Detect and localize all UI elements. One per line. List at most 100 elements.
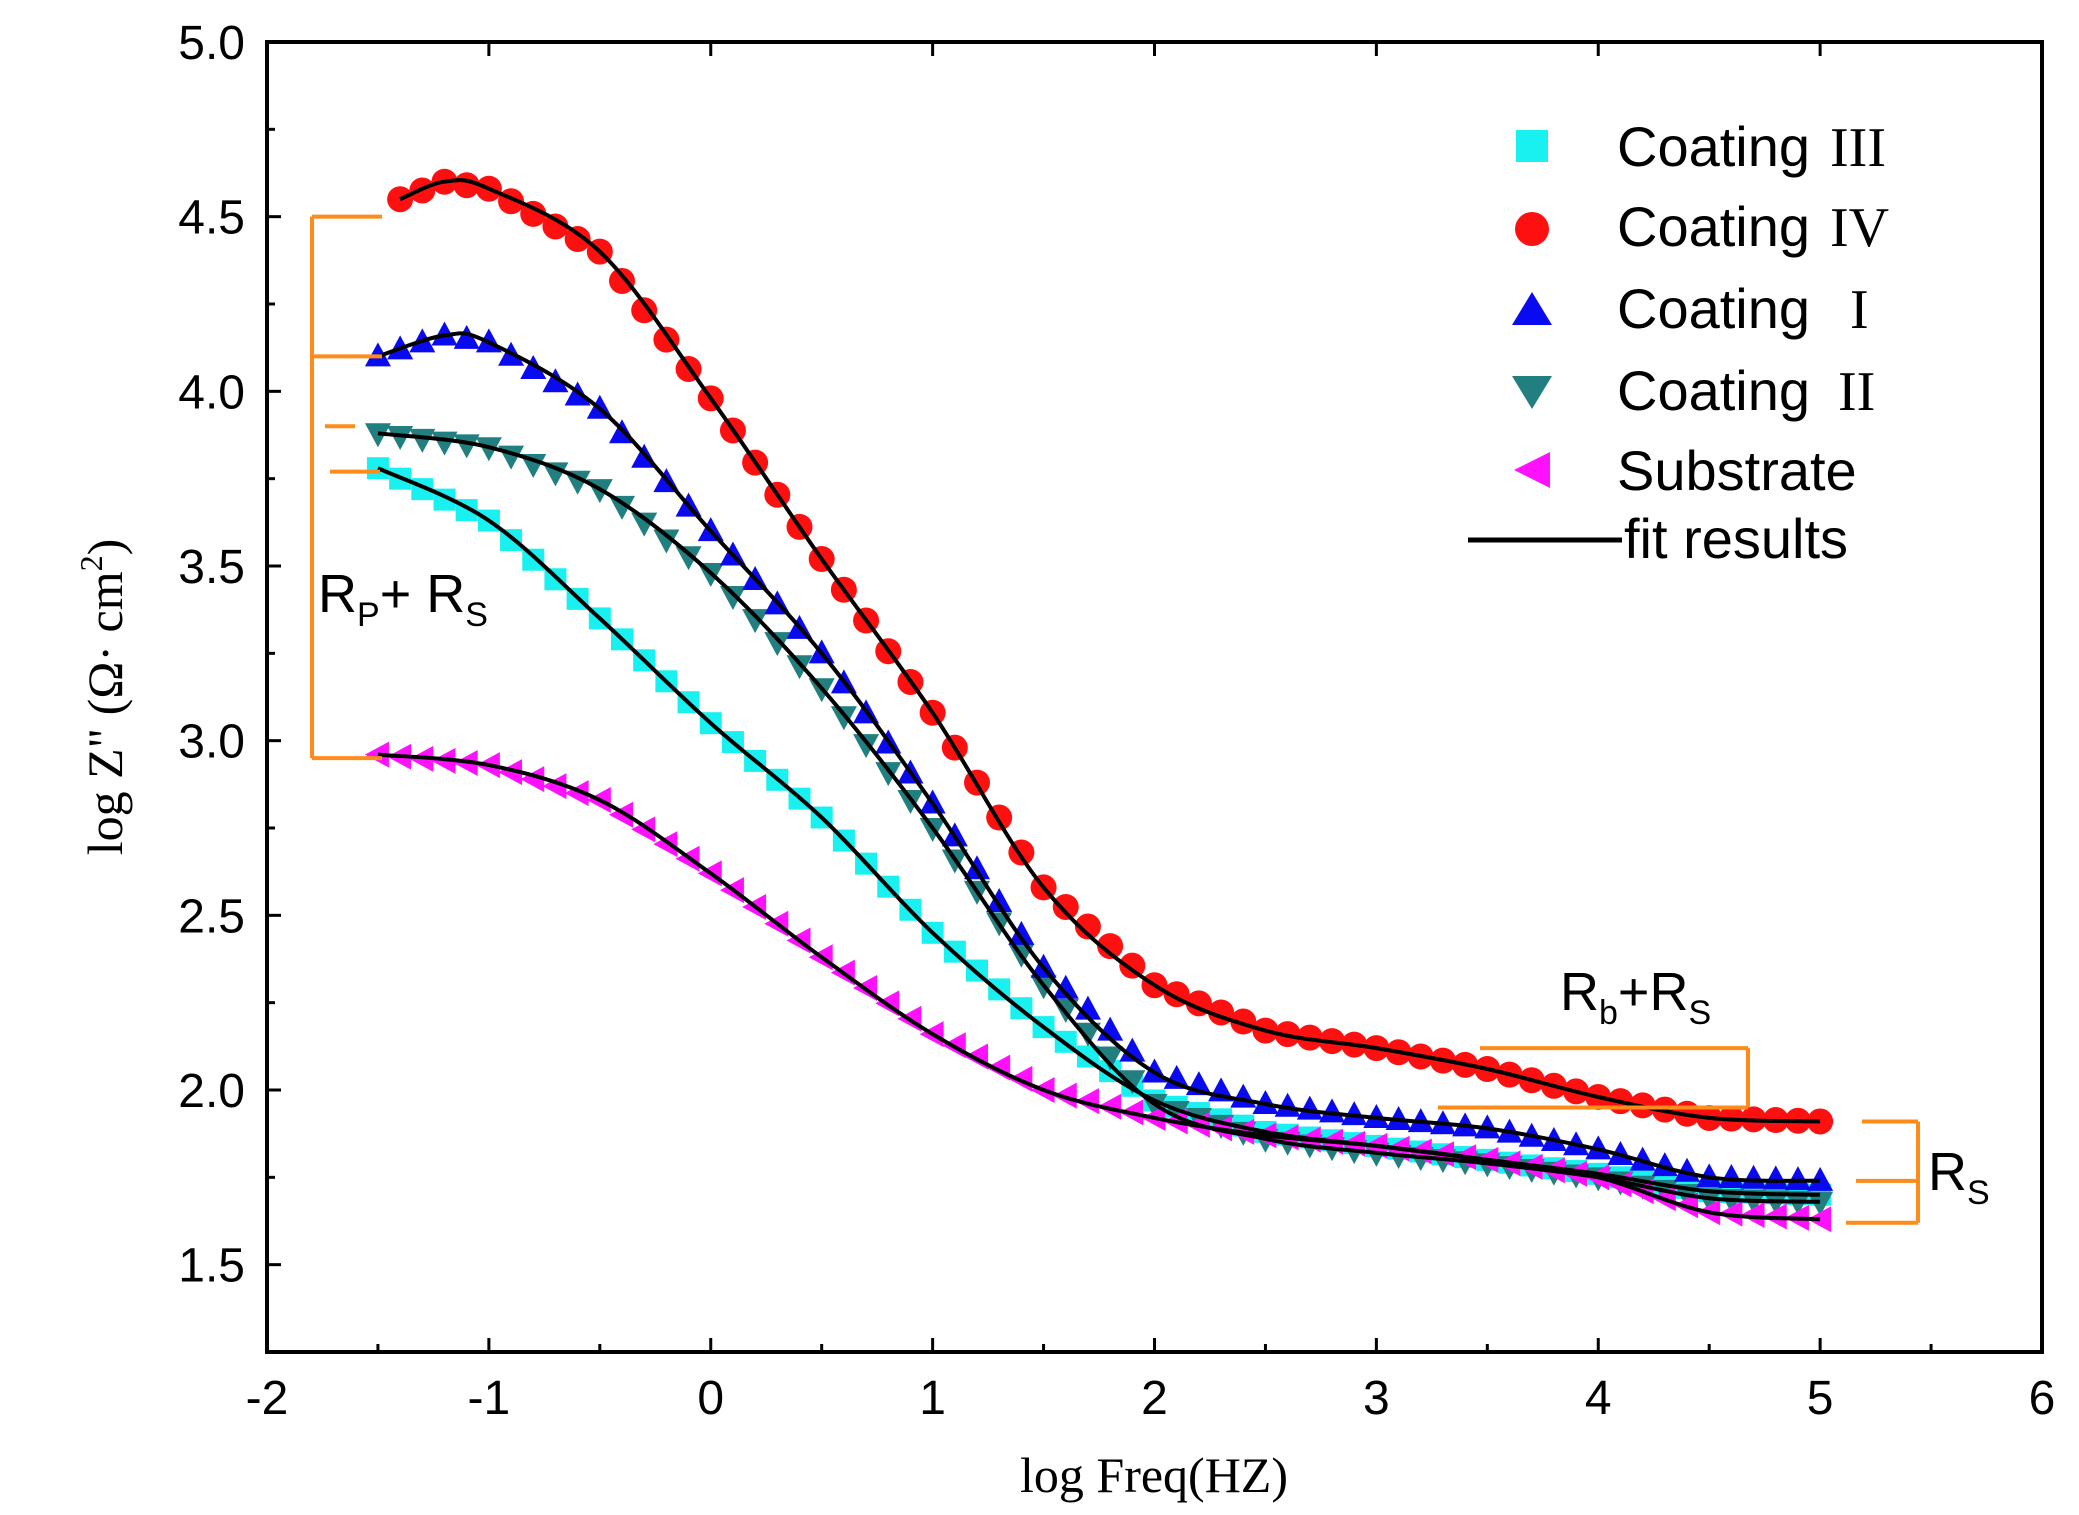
marker-circle <box>631 297 658 324</box>
legend-label: fit results <box>1624 507 1848 570</box>
marker-circle <box>520 200 547 227</box>
marker-triangle-down <box>897 790 924 815</box>
fit-line <box>377 331 1821 1183</box>
marker-triangle-up <box>964 855 990 880</box>
marker-triangle-up <box>1341 1101 1368 1126</box>
x-tick-label: 4 <box>1585 1372 1612 1425</box>
marker-circle <box>542 213 569 240</box>
legend: Coating III Coating IV Coating I Coating II … <box>1468 115 1889 570</box>
legend-entry-coating-1: Coating I <box>1512 277 1869 341</box>
x-tick-label: 0 <box>697 1372 724 1425</box>
marker-triangle-up <box>1296 1095 1323 1120</box>
marker-triangle-down <box>653 529 680 554</box>
marker-triangle-down <box>1119 1070 1146 1095</box>
x-tick-label: 6 <box>2029 1372 2056 1425</box>
marker-triangle-up <box>1074 995 1101 1020</box>
x-tick-label: 3 <box>1363 1372 1390 1425</box>
rs-label: RS <box>1928 1142 1990 1212</box>
marker-triangle-left <box>653 831 678 858</box>
marker-circle <box>1074 913 1101 940</box>
marker-triangle-up <box>1319 1098 1345 1123</box>
x-tick-label: 1 <box>919 1372 946 1425</box>
marker-triangle-left <box>520 766 545 793</box>
marker-triangle-up <box>1119 1037 1146 1062</box>
marker-triangle-down <box>609 495 635 520</box>
axis-ticks: -2 -1 0 1 2 3 4 5 6 1.5 2.0 2.5 3.0 3.5 4.0 4.5 5.0 <box>178 17 2055 1425</box>
marker-triangle-left <box>631 816 656 843</box>
marker-triangle-up <box>1052 974 1079 999</box>
fit-line <box>377 752 1821 1222</box>
annotations <box>310 214 1920 1225</box>
marker-triangle-left <box>1074 1088 1099 1115</box>
x-tick-label: -1 <box>468 1372 511 1425</box>
marker-triangle-up <box>453 324 480 349</box>
y-tick-label: 3.0 <box>178 716 245 769</box>
marker-triangle-left <box>564 780 589 807</box>
y-tick-label: 2.5 <box>178 890 245 943</box>
marker-triangle-down <box>764 632 791 657</box>
marker-triangle-down <box>1097 1046 1124 1071</box>
marker-triangle-up <box>520 354 547 379</box>
fit-line <box>399 178 1821 1124</box>
legend-marker-square <box>1516 130 1548 162</box>
marker-triangle-down <box>409 428 436 453</box>
marker-square <box>522 548 545 571</box>
marker-circle <box>609 267 635 294</box>
y-tick-label: 1.5 <box>178 1240 245 1293</box>
marker-triangle-up <box>1762 1165 1789 1190</box>
marker-triangle-down <box>875 762 902 787</box>
legend-label: Coating <box>1617 195 1810 258</box>
marker-triangle-up <box>542 368 569 393</box>
legend-entry-substrate: Substrate <box>1514 439 1857 502</box>
marker-circle <box>1119 952 1146 979</box>
legend-entry-coating-3: Coating III <box>1516 115 1886 179</box>
legend-marker-circle <box>1515 212 1549 246</box>
y-axis-title: log Z" (Ω· cm2) <box>73 539 133 856</box>
marker-triangle-down <box>387 426 414 451</box>
marker-triangle-down <box>830 706 857 731</box>
marker-triangle-left <box>542 773 567 800</box>
marker-triangle-up <box>1230 1083 1257 1108</box>
x-tick-label: 2 <box>1141 1372 1168 1425</box>
marker-triangle-up <box>1740 1164 1767 1189</box>
legend-entry-coating-2: Coating II <box>1512 359 1875 423</box>
marker-triangle-down <box>786 655 813 680</box>
y-tick-label: 4.0 <box>178 366 245 419</box>
marker-triangle-down <box>719 586 746 611</box>
marker-triangle-down <box>453 434 480 459</box>
legend-label: Coating <box>1617 359 1810 422</box>
marker-triangle-up <box>1718 1164 1745 1189</box>
y-tick-label: 5.0 <box>178 17 245 70</box>
marker-triangle-down <box>853 734 880 759</box>
legend-marker-triangle-down <box>1512 376 1552 409</box>
y-tick-label: 4.5 <box>178 192 245 245</box>
marker-triangle-down <box>431 431 458 456</box>
legend-entry-fit: fit results <box>1468 507 1848 570</box>
marker-triangle-down <box>675 546 702 571</box>
y-tick-label: 2.0 <box>178 1065 245 1118</box>
rb-rs-label: Rb+RS <box>1560 962 1711 1032</box>
marker-triangle-down <box>742 609 769 634</box>
legend-marker-triangle-left <box>1514 452 1550 488</box>
data-markers <box>364 168 1834 1233</box>
fit-lines <box>377 178 1821 1222</box>
y-tick-label: 3.5 <box>178 541 245 594</box>
marker-circle <box>1052 893 1079 920</box>
legend-marker-triangle-up <box>1512 292 1552 325</box>
marker-triangle-up <box>1008 920 1035 945</box>
marker-triangle-left <box>609 801 633 828</box>
marker-triangle-down <box>1807 1191 1834 1216</box>
x-axis-title: log Freq(HZ) <box>1020 1447 1288 1503</box>
legend-label: Substrate <box>1617 439 1857 502</box>
marker-triangle-up <box>1784 1166 1811 1191</box>
marker-circle <box>1807 1108 1834 1135</box>
marker-circle <box>564 226 591 253</box>
marker-triangle-up <box>986 888 1013 913</box>
marker-triangle-left <box>364 741 389 768</box>
x-tick-label: 5 <box>1807 1372 1834 1425</box>
